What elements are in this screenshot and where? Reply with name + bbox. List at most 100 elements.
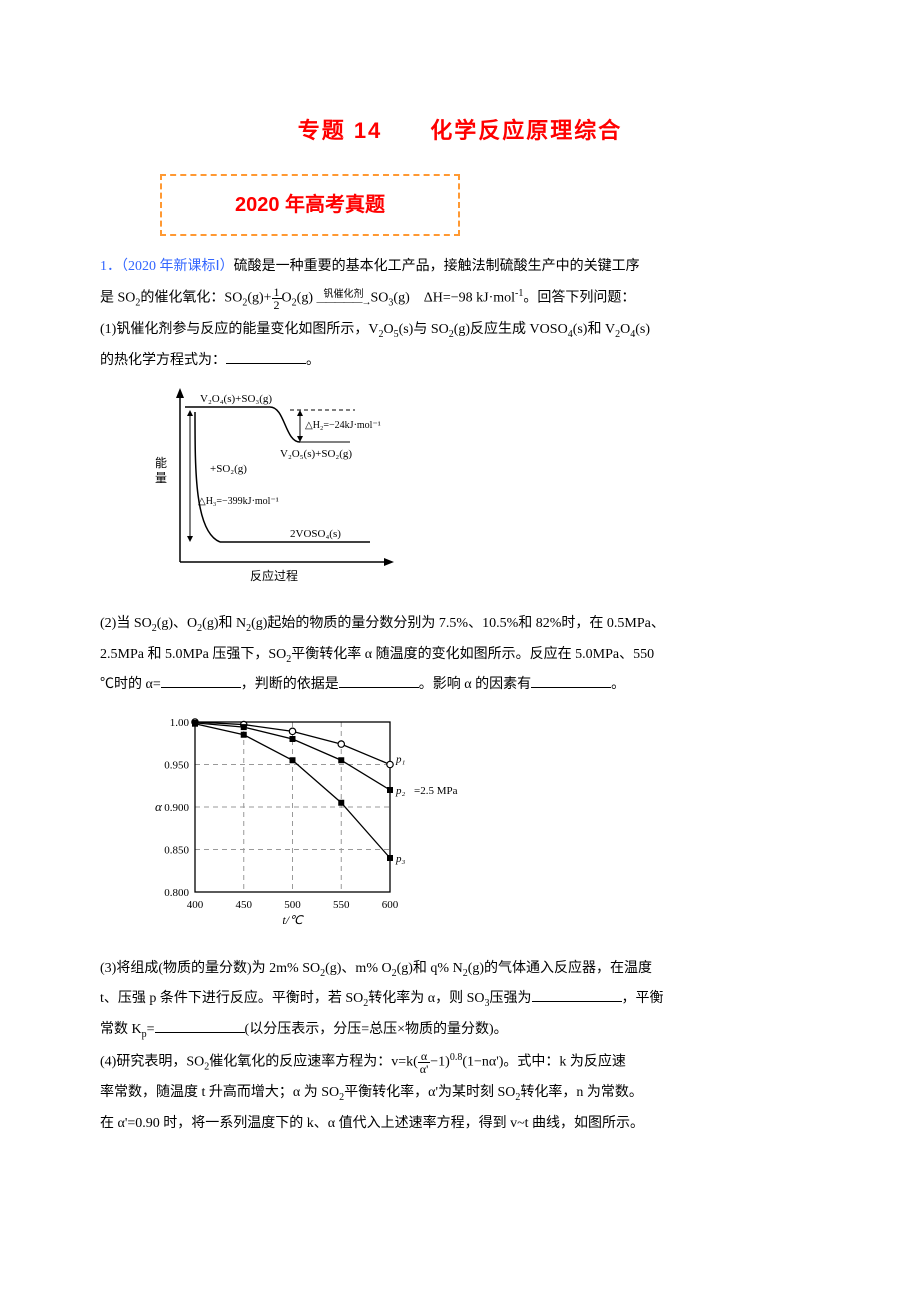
svg-text:=2.5 MPa: =2.5 MPa — [414, 785, 458, 797]
q1-lead-rest: 硫酸是一种重要的基本化工产品，接触法制硫酸生产中的关键工序 — [234, 259, 640, 274]
svg-text:量: 量 — [155, 471, 167, 485]
text: (3)将组成(物质的量分数)为 2m% SO — [100, 961, 320, 976]
q1-lead: 1．（2020 年新课标Ⅰ）硫酸是一种重要的基本化工产品，接触法制硫酸生产中的关… — [100, 254, 820, 281]
text: 常数 K — [100, 1022, 142, 1037]
svg-text:400: 400 — [187, 899, 204, 911]
text: 。影响 α 的因素有 — [419, 677, 531, 692]
q1-part3-l2: t、压强 p 条件下进行反应。平衡时，若 SO2转化率为 α，则 SO3压强为，… — [100, 986, 820, 1013]
svg-text:p₂: p₂ — [395, 785, 406, 797]
svg-text:0.900: 0.900 — [164, 802, 189, 814]
text: 催化氧化的反应速率方程为：v=k( — [209, 1055, 418, 1070]
svg-text:α: α — [155, 799, 163, 814]
q1-source: 1．（2020 年新课标Ⅰ） — [100, 259, 234, 274]
text: 率常数，随温度 t 升高而增大；α 为 SO — [100, 1085, 339, 1100]
svg-text:0.800: 0.800 — [164, 887, 189, 899]
fraction: αα' — [418, 1050, 430, 1075]
text: (g)起始的物质的量分数分别为 7.5%、10.5%和 82%时，在 0.5MP… — [251, 616, 665, 631]
fraction: 12 — [272, 286, 282, 311]
reaction-arrow: 钒催化剂—————→ — [317, 290, 371, 308]
blank — [155, 1018, 245, 1033]
svg-text:△H₃=−399kJ·mol⁻¹: △H₃=−399kJ·mol⁻¹ — [198, 496, 279, 507]
svg-text:V₂O₄(s)+SO₃(g): V₂O₄(s)+SO₃(g) — [200, 393, 272, 405]
svg-text:+SO₂(g): +SO₂(g) — [210, 463, 247, 475]
banner-text: 2020 年高考真题 — [176, 186, 444, 224]
svg-text:500: 500 — [284, 899, 301, 911]
blank — [339, 673, 419, 688]
text: (g)、m% O — [325, 961, 392, 976]
q1-part2-l1: (2)当 SO2(g)、O2(g)和 N2(g)起始的物质的量分数分别为 7.5… — [100, 611, 820, 638]
text: 的催化氧化：SO — [140, 291, 242, 306]
banner-box: 2020 年高考真题 — [160, 174, 460, 236]
svg-text:△H₂=−24kJ·mol⁻¹: △H₂=−24kJ·mol⁻¹ — [305, 420, 381, 431]
text: (1)钒催化剂参与反应的能量变化如图所示，V — [100, 322, 378, 337]
text: (以分压表示，分压=总压×物质的量分数)。 — [245, 1022, 508, 1037]
q1-part2-l3: ℃时的 α= ，判断的依据是 。影响 α 的因素有 。 — [100, 672, 820, 699]
text: (g)+ — [247, 291, 271, 306]
text: ，平衡 — [622, 991, 664, 1006]
svg-text:550: 550 — [333, 899, 350, 911]
text: O — [282, 291, 292, 306]
text: (s)和 V — [573, 322, 615, 337]
text: SO — [371, 291, 389, 306]
text: t、压强 p 条件下进行反应。平衡时，若 SO — [100, 991, 363, 1006]
text: (g)反应生成 VOSO — [454, 322, 568, 337]
text: (s)与 SO — [399, 322, 449, 337]
svg-text:p₁: p₁ — [395, 754, 406, 766]
text: (g)和 N — [202, 616, 246, 631]
svg-text:2VOSO₄(s): 2VOSO₄(s) — [290, 528, 341, 540]
blank — [531, 673, 611, 688]
text: 平衡转化率，α'为某时刻 SO — [344, 1085, 515, 1100]
svg-text:0.850: 0.850 — [164, 845, 189, 857]
blank — [226, 349, 306, 364]
text: (g)和 q% N — [397, 961, 463, 976]
text: O — [383, 322, 393, 337]
text: 2.5MPa 和 5.0MPa 压强下，SO — [100, 647, 286, 662]
text: (g) ΔH=−98 kJ·mol — [393, 291, 515, 306]
blank — [161, 673, 241, 688]
text: −1) — [430, 1055, 450, 1070]
q1-part4-l3: 在 α'=0.90 时，将一系列温度下的 k、α 值代入上述速率方程，得到 v~… — [100, 1111, 820, 1138]
text: = — [147, 1022, 155, 1037]
text: 。回答下列问题： — [523, 291, 635, 306]
text: 平衡转化率 α 随温度的变化如图所示。反应在 5.0MPa、550 — [291, 647, 654, 662]
text: 压强为 — [490, 991, 532, 1006]
text: 在 α'=0.90 时，将一系列温度下的 k、α 值代入上述速率方程，得到 v~… — [100, 1116, 644, 1131]
svg-text:600: 600 — [382, 899, 399, 911]
text: 的热化学方程式为： — [100, 353, 226, 368]
alpha-chart: 400 450 500 550 600 0.800 0.850 0.900 0.950 1.00 p… — [140, 707, 820, 948]
text: (s) — [635, 322, 650, 337]
svg-text:能: 能 — [155, 456, 167, 470]
text: (1−nα')。式中：k 为反应速 — [462, 1055, 626, 1070]
text: (g) — [297, 291, 317, 306]
text: (2)当 SO — [100, 616, 152, 631]
text: 。 — [306, 353, 320, 368]
q1-part1: (1)钒催化剂参与反应的能量变化如图所示，V2O5(s)与 SO2(g)反应生成… — [100, 317, 820, 344]
text: 转化率，n 为常数。 — [520, 1085, 643, 1100]
q1-equation-line: 是 SO2的催化氧化：SO2(g)+12O2(g) 钒催化剂—————→SO3(… — [100, 284, 820, 312]
text: ，判断的依据是 — [241, 677, 339, 692]
q1-part3-l3: 常数 Kp=(以分压表示，分压=总压×物质的量分数)。 — [100, 1017, 820, 1044]
q1-part4-l1: (4)研究表明，SO2催化氧化的反应速率方程为：v=k(αα'−1)0.8(1−… — [100, 1048, 820, 1076]
page-title: 专题 14 化学反应原理综合 — [100, 110, 820, 152]
q1-part3-l1: (3)将组成(物质的量分数)为 2m% SO2(g)、m% O2(g)和 q% … — [100, 956, 820, 983]
text: O — [620, 322, 630, 337]
text: ℃时的 α= — [100, 677, 161, 692]
text: 是 SO — [100, 291, 135, 306]
text: 转化率为 α，则 SO — [368, 991, 484, 1006]
q1-part4-l2: 率常数，随温度 t 升高而增大；α 为 SO2平衡转化率，α'为某时刻 SO2转… — [100, 1080, 820, 1107]
svg-text:反应过程: 反应过程 — [250, 568, 298, 583]
text: (g)、O — [157, 616, 197, 631]
svg-text:0.950: 0.950 — [164, 760, 189, 772]
text: 。 — [611, 677, 625, 692]
svg-text:t/℃: t/℃ — [282, 913, 304, 927]
text: (4)研究表明，SO — [100, 1055, 204, 1070]
svg-text:1.00: 1.00 — [170, 717, 190, 729]
svg-text:p₃: p₃ — [395, 853, 406, 865]
energy-diagram: V₂O₄(s)+SO₃(g) △H₂=−24kJ·mol⁻¹ V₂O₅(s)+S… — [140, 382, 820, 603]
svg-text:V₂O₅(s)+SO₂(g): V₂O₅(s)+SO₂(g) — [280, 448, 352, 460]
q1-part2-l2: 2.5MPa 和 5.0MPa 压强下，SO2平衡转化率 α 随温度的变化如图所… — [100, 642, 820, 669]
text: (g)的气体通入反应器，在温度 — [468, 961, 652, 976]
blank — [532, 987, 622, 1002]
q1-part1-blank: 的热化学方程式为： 。 — [100, 348, 820, 375]
svg-text:450: 450 — [236, 899, 253, 911]
